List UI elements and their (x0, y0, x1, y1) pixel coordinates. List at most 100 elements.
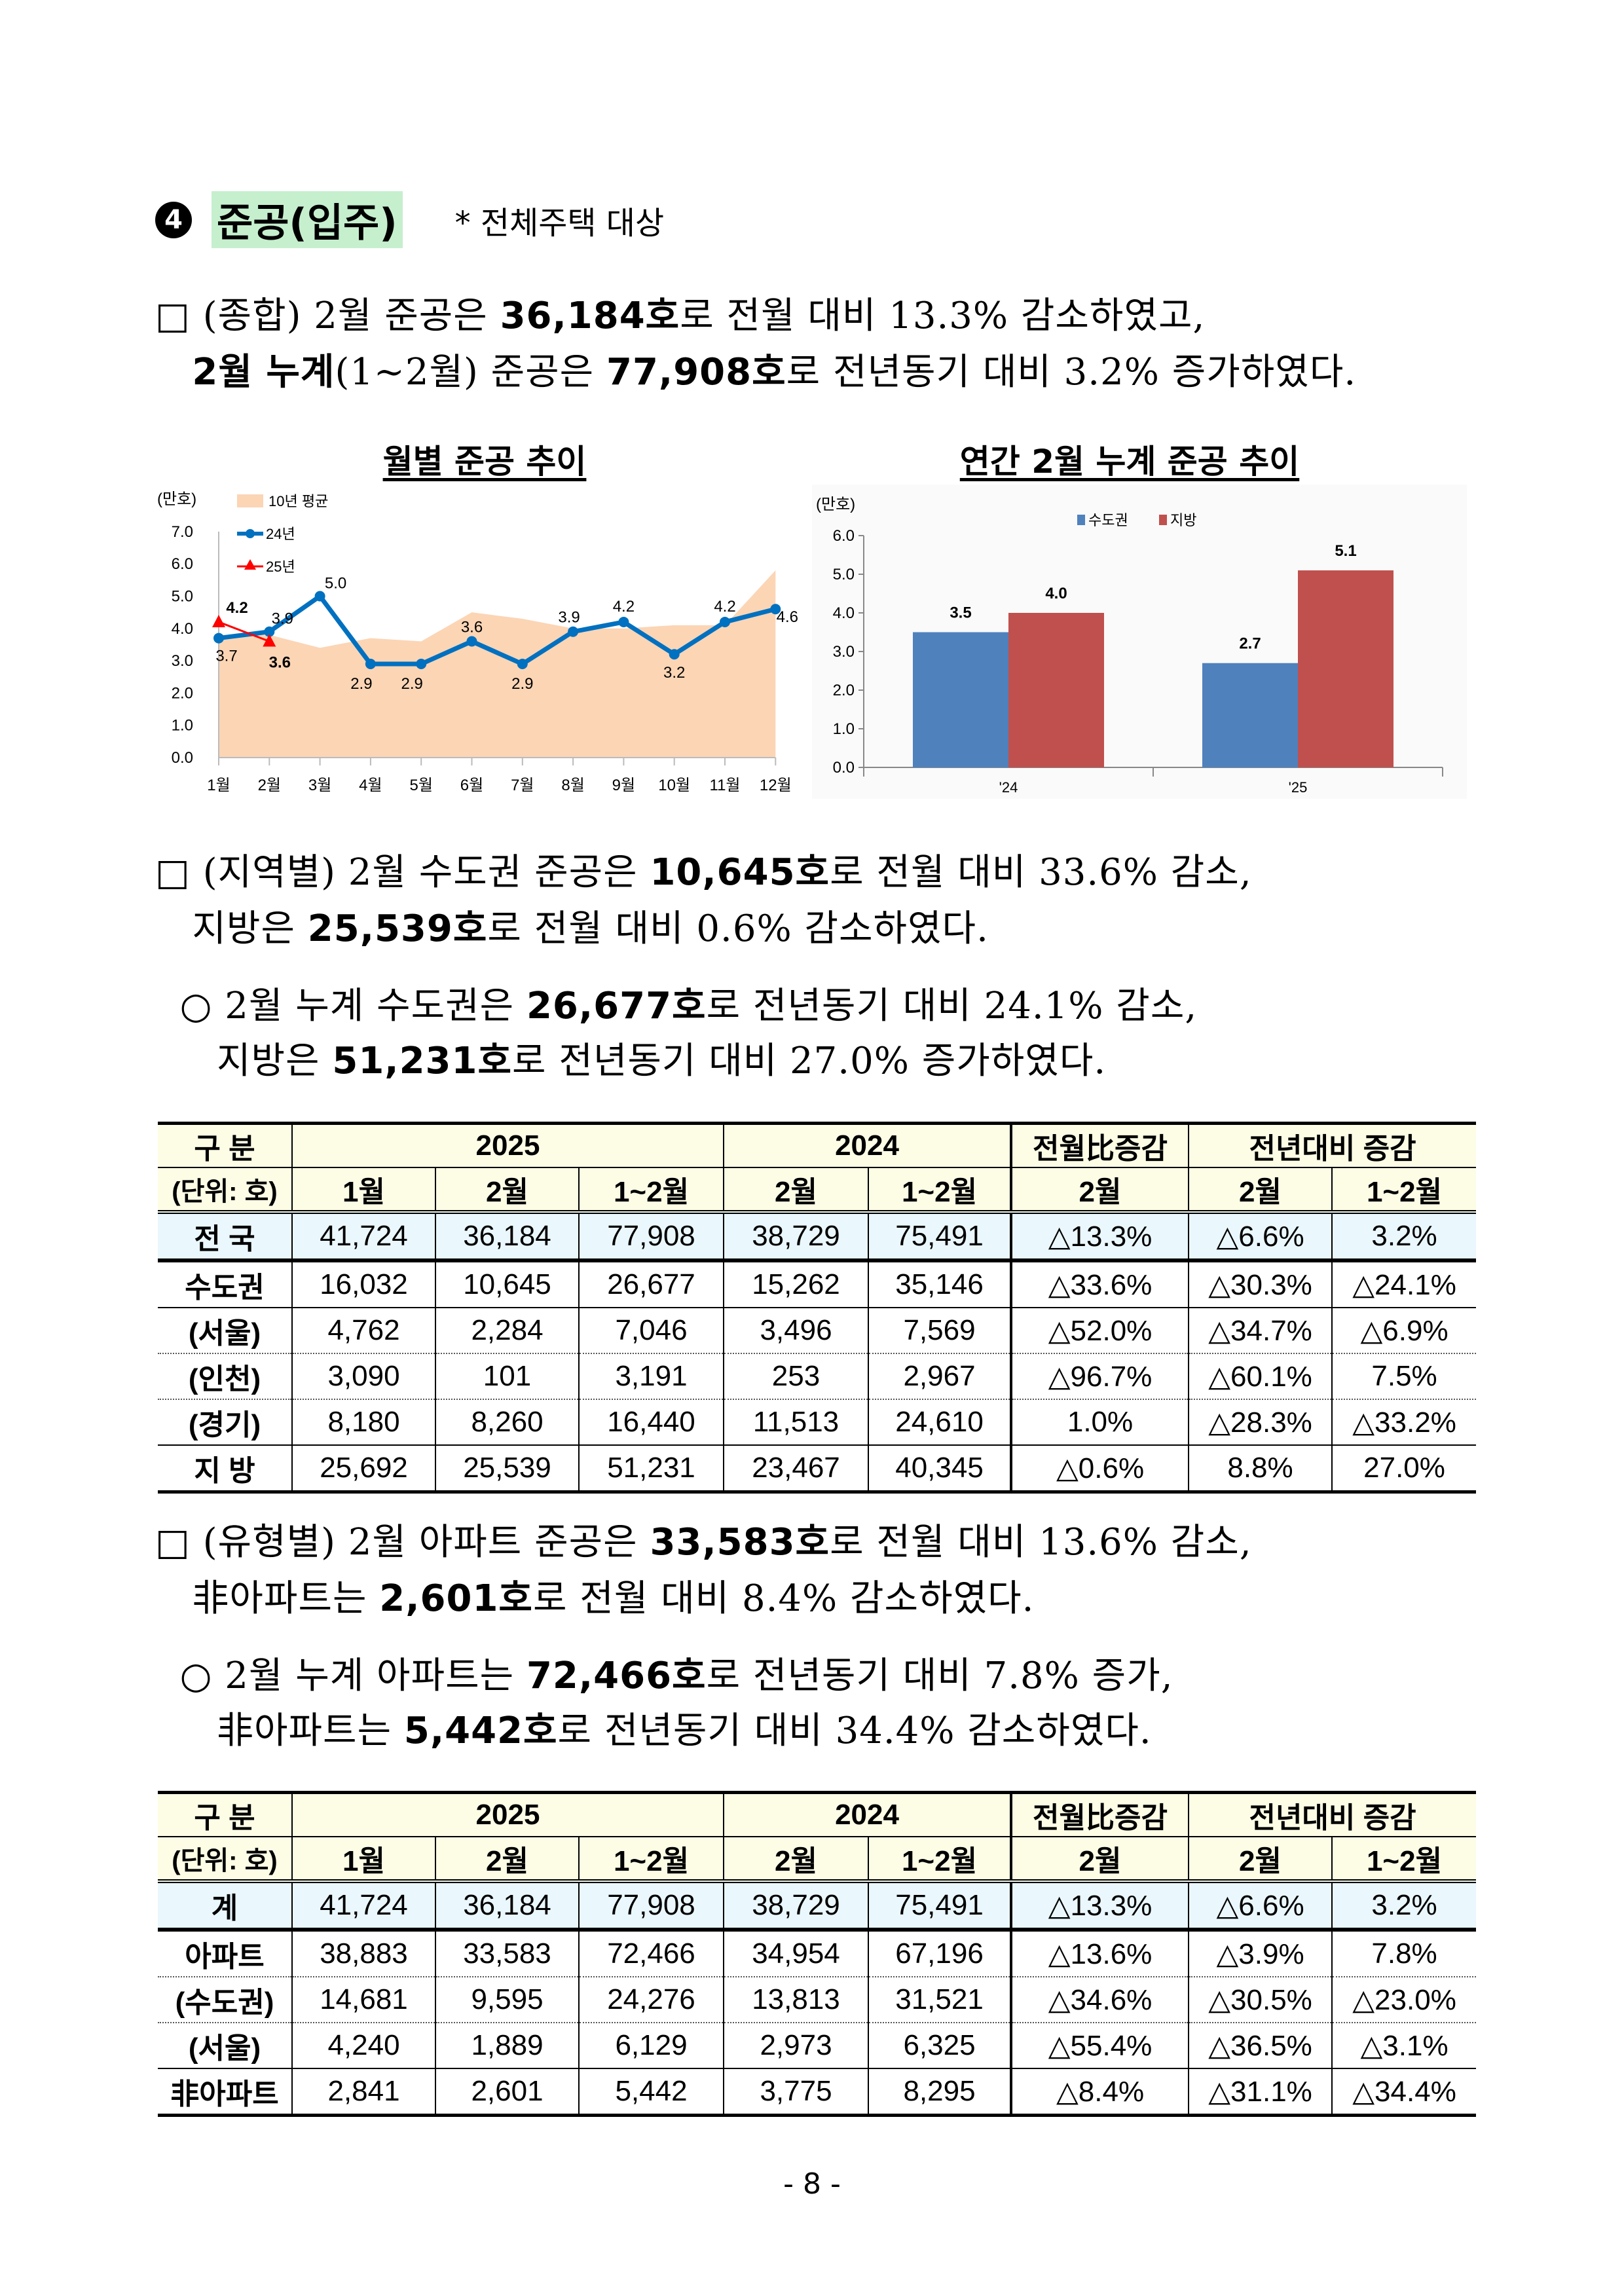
text-segment: 로 전월 대비 33.6% 감소, (830, 851, 1252, 894)
table-cell: 35,146 (867, 1260, 1012, 1308)
table-cell: 5,442 (578, 2068, 724, 2117)
x-tick-label: 6월 (460, 777, 483, 794)
text-segment: 로 전월 대비 13.6% 감소, (830, 1521, 1252, 1564)
series-24-data-label: 3.9 (272, 610, 293, 628)
series-24-point (517, 659, 528, 670)
bar-data-label: 3.5 (950, 604, 971, 622)
table-cell: 41,724 (291, 1881, 435, 1932)
x-tick-label: 2월 (258, 777, 281, 794)
highlight-value: 36,184호 (500, 295, 680, 337)
series-24-point (669, 649, 680, 660)
table-cell: 6,325 (867, 2023, 1012, 2069)
series-24-data-label: 4.2 (714, 598, 735, 615)
series-24-data-label: 5.0 (325, 575, 346, 593)
header-2025: 2025 (291, 1791, 724, 1837)
y-tick-label: 4.0 (172, 620, 193, 638)
text-line: 非아파트는 5,442호로 전년동기 대비 34.4% 감소하였다. (155, 1704, 1173, 1759)
header-sub-label: 2월 (723, 1837, 868, 1883)
y-tick-label: 5.0 (833, 566, 855, 583)
text-segment: 로 전월 대비 0.6% 감소하였다. (487, 908, 989, 950)
header-2024: 2024 (722, 1791, 1012, 1837)
header-sub-label: 2월 (435, 1167, 579, 1214)
header-sub-label: 1~2월 (867, 1837, 1012, 1883)
y-axis-unit: (만호) (816, 496, 855, 513)
x-tick-label: 5월 (409, 777, 432, 794)
table-cell: △52.0% (1010, 1308, 1189, 1354)
text-segment: 로 전년동기 대비 7.8% 증가, (706, 1655, 1173, 1697)
table-cell: 23,467 (723, 1445, 868, 1494)
header-category-label: 구 분 (194, 1133, 255, 1165)
text-segment: 로 전년동기 대비 27.0% 증가하였다. (512, 1040, 1107, 1082)
table-cell: △6.6% (1188, 1212, 1333, 1262)
table-cell: △33.2% (1331, 1399, 1477, 1446)
table-cell: 6,129 (578, 2023, 724, 2069)
table-cell: 26,677 (578, 1260, 724, 1308)
paragraph-region: □ (지역별) 2월 수도권 준공은 10,645호로 전월 대비 33.6% … (155, 845, 1252, 957)
text-segment: 非아파트는 (155, 1710, 404, 1752)
row-label: (경기) (158, 1399, 292, 1446)
table-cell: △30.5% (1188, 1977, 1333, 2023)
series-25-point (263, 634, 276, 647)
text-line: □ (종합) 2월 준공은 36,184호로 전월 대비 13.3% 감소하였고… (155, 288, 1356, 344)
table-cell: △8.4% (1010, 2068, 1189, 2117)
table-cell: 33,583 (435, 1930, 579, 1977)
series-24-point (568, 626, 579, 637)
table-cell: 41,724 (291, 1212, 435, 1262)
series-25-point (212, 614, 225, 627)
x-tick-label: 7월 (511, 777, 534, 794)
header-sub-label: 2월 (1010, 1837, 1189, 1883)
table-cell: 38,729 (723, 1881, 868, 1932)
table-cell: 72,466 (578, 1930, 724, 1977)
header-sub-label: 2월 (1188, 1167, 1333, 1214)
row-label: 계 (158, 1881, 292, 1932)
section-title: 준공(입주) (212, 191, 403, 248)
bar-data-label: 4.0 (1045, 585, 1067, 602)
table-cell: △23.0% (1331, 1977, 1477, 2023)
text-line: 非아파트는 2,601호로 전월 대비 8.4% 감소하였다. (155, 1571, 1252, 1627)
text-line: 2월 누계(1~2월) 준공은 77,908호로 전년동기 대비 3.2% 증가… (155, 344, 1356, 401)
table-cell: 24,610 (867, 1399, 1012, 1446)
table-cell: 3,775 (723, 2068, 868, 2117)
table-row: 수도권 16,032 10,645 26,677 15,262 35,146 △33.6% △… (158, 1260, 1477, 1308)
header-category: 구 분 (158, 1791, 292, 1837)
series-24-point (770, 604, 781, 615)
table-cell: 2,973 (723, 2023, 868, 2069)
header-sub-label: 1~2월 (578, 1167, 724, 1214)
table-cell: △96.7% (1010, 1353, 1189, 1400)
highlight-value: 51,231호 (332, 1040, 512, 1082)
bar-data-label: 5.1 (1335, 542, 1356, 560)
y-tick-label: 1.0 (833, 720, 855, 738)
series-24-point (314, 591, 325, 602)
table-cell: 25,539 (435, 1445, 579, 1494)
bar-capital (913, 632, 1008, 767)
x-tick-label: 4월 (359, 777, 382, 794)
table-cell: △31.1% (1188, 2068, 1333, 2117)
series-24-point (213, 633, 224, 644)
series-24-point (720, 616, 730, 627)
table-cell: 34,954 (723, 1930, 868, 1977)
text-segment: 로 전년동기 대비 3.2% 증가하였다. (786, 351, 1357, 394)
table-cell: 16,440 (578, 1399, 724, 1446)
table-cell: △36.5% (1188, 2023, 1333, 2069)
y-tick-label: 2.0 (833, 682, 855, 699)
header-sub-label: 1월 (291, 1167, 435, 1214)
row-label: (서울) (158, 1308, 292, 1354)
legend-label-capital: 수도권 (1088, 512, 1128, 528)
table-cell: 3,496 (723, 1308, 868, 1354)
y-axis-unit: (만호) (157, 490, 196, 508)
table-cell: 16,032 (291, 1260, 435, 1308)
highlight-value: 77,908호 (606, 351, 786, 394)
series-24-line (218, 593, 777, 667)
table-cell: △13.3% (1010, 1881, 1189, 1932)
table-cell: 24,276 (578, 1977, 724, 2023)
text-line: □ (유형별) 2월 아파트 준공은 33,583호로 전월 대비 13.6% … (155, 1515, 1252, 1571)
table-cell: 3.2% (1331, 1212, 1477, 1262)
table-row: 전 국 41,724 36,184 77,908 38,729 75,491 △13.3% △… (158, 1212, 1477, 1262)
table-row: (경기) 8,180 8,260 16,440 11,513 24,610 1.0% △28.… (158, 1399, 1477, 1446)
row-label: (수도권) (158, 1977, 292, 2023)
x-tick-label: 9월 (612, 777, 635, 794)
highlight-value: 25,539호 (307, 908, 488, 950)
header-sub-label: 1~2월 (1331, 1837, 1477, 1883)
series-24-point (264, 626, 275, 637)
table-cell: 3,090 (291, 1353, 435, 1400)
